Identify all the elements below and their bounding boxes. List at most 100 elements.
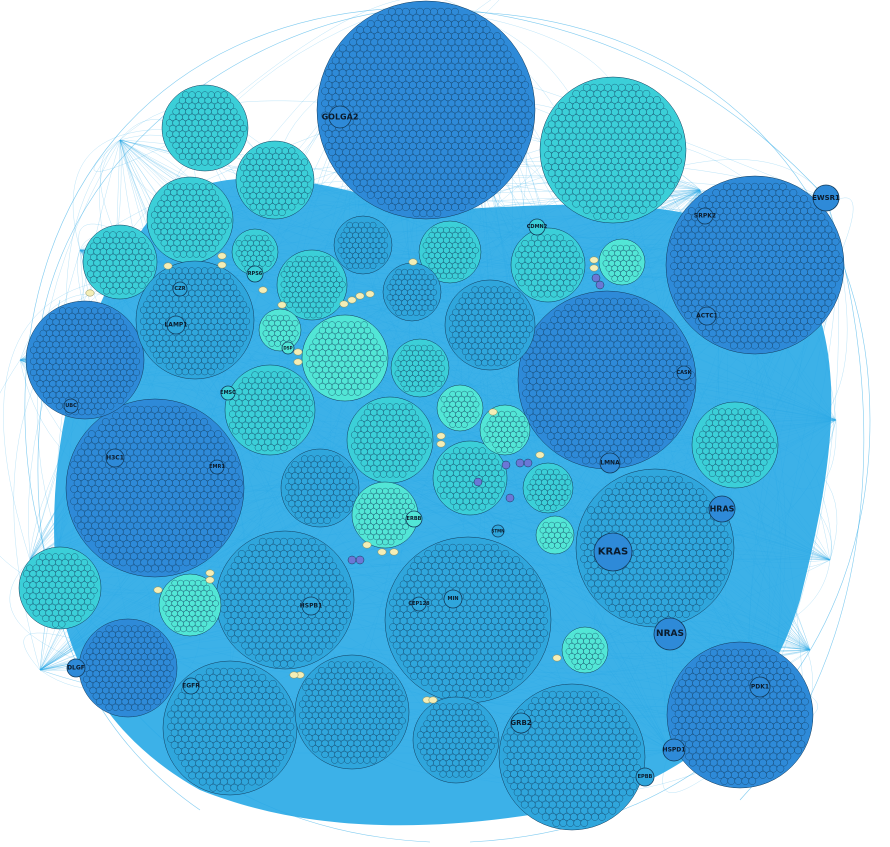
protein-node[interactable] [84,436,92,444]
protein-node[interactable] [614,114,623,122]
protein-node[interactable] [727,679,736,687]
protein-node[interactable] [77,521,85,530]
protein-node[interactable] [768,298,777,307]
protein-node[interactable] [824,298,833,307]
protein-node[interactable] [203,436,212,444]
protein-node[interactable] [147,521,156,530]
protein-node[interactable] [342,172,350,181]
protein-node[interactable] [606,413,615,422]
protein-node[interactable] [796,298,805,307]
protein-node[interactable] [758,341,766,350]
protein-node[interactable] [701,329,710,338]
protein-node[interactable] [419,38,428,46]
protein-node[interactable] [153,698,161,706]
protein-node[interactable] [356,123,364,132]
protein-node[interactable] [755,764,764,773]
protein-node[interactable] [713,764,721,773]
protein-node[interactable] [543,328,551,336]
protein-node[interactable] [776,764,785,773]
protein-node[interactable] [578,328,587,336]
protein-node[interactable] [470,690,478,699]
protein-node[interactable] [454,123,463,132]
protein-node[interactable] [168,521,177,530]
protein-node[interactable] [524,123,533,132]
protein-node[interactable] [712,335,720,344]
protein-node[interactable] [445,659,454,668]
protein-node[interactable] [629,506,638,514]
protein-node[interactable] [810,213,819,221]
protein-node[interactable] [662,328,671,336]
protein-node[interactable] [685,679,693,687]
protein-node[interactable] [459,659,468,668]
protein-node[interactable] [676,413,685,422]
protein-node[interactable] [458,203,466,211]
protein-node[interactable] [600,114,609,122]
protein-node[interactable] [91,436,99,444]
protein-node[interactable] [510,160,519,169]
protein-node[interactable] [734,777,743,785]
protein-node[interactable] [459,574,468,582]
protein-node[interactable] [133,436,142,444]
protein-node[interactable] [182,521,191,530]
protein-node[interactable] [384,123,393,132]
protein-node[interactable] [594,506,602,514]
protein-node[interactable] [529,413,537,422]
protein-node[interactable] [419,209,428,218]
protein-node[interactable] [663,114,672,122]
protein-node[interactable] [642,114,651,122]
protein-node[interactable] [417,659,425,668]
protein-node[interactable] [751,341,759,350]
protein-node[interactable] [684,213,692,221]
protein-node[interactable] [737,341,745,350]
protein-node[interactable] [124,703,132,711]
protein-node[interactable] [740,298,749,307]
protein-node[interactable] [438,659,447,668]
protein-node[interactable] [97,408,105,416]
protein-node[interactable] [655,413,664,422]
protein-node[interactable] [419,123,428,132]
protein-node[interactable] [796,213,805,221]
protein-node[interactable] [762,764,771,773]
protein-node[interactable] [803,298,812,307]
protein-node[interactable] [529,574,538,582]
protein-node[interactable] [727,764,736,773]
protein-node[interactable] [489,185,498,193]
protein-node[interactable] [810,298,819,307]
protein-node[interactable] [571,328,580,336]
protein-node[interactable] [112,521,120,530]
protein-node[interactable] [789,213,798,221]
protein-node[interactable] [161,521,170,530]
protein-node[interactable] [452,574,461,582]
protein-node[interactable] [405,123,414,132]
protein-node[interactable] [789,335,798,344]
protein-node[interactable] [558,114,566,122]
protein-node[interactable] [494,659,503,668]
protein-node[interactable] [444,203,452,211]
protein-node[interactable] [484,690,492,699]
protein-node[interactable] [572,114,580,122]
protein-node[interactable] [494,684,503,692]
protein-node[interactable] [430,203,438,211]
protein-node[interactable] [733,213,742,221]
protein-node[interactable] [692,506,701,514]
protein-node[interactable] [494,574,503,582]
protein-node[interactable] [78,408,86,416]
protein-node[interactable] [669,328,678,336]
protein-node[interactable] [606,328,615,336]
protein-node[interactable] [447,123,456,132]
protein-node[interactable] [794,746,802,755]
protein-node[interactable] [438,574,447,582]
protein-node[interactable] [684,311,692,319]
protein-node[interactable] [175,521,184,530]
protein-node[interactable] [493,32,501,40]
protein-node[interactable] [586,199,594,208]
protein-node[interactable] [709,771,718,779]
protein-node[interactable] [140,521,149,530]
protein-node[interactable] [508,574,517,582]
protein-node[interactable] [431,684,439,692]
protein-node[interactable] [789,298,798,307]
protein-node[interactable] [144,564,152,573]
protein-node[interactable] [592,328,601,336]
protein-node[interactable] [487,659,496,668]
protein-node[interactable] [589,456,597,465]
